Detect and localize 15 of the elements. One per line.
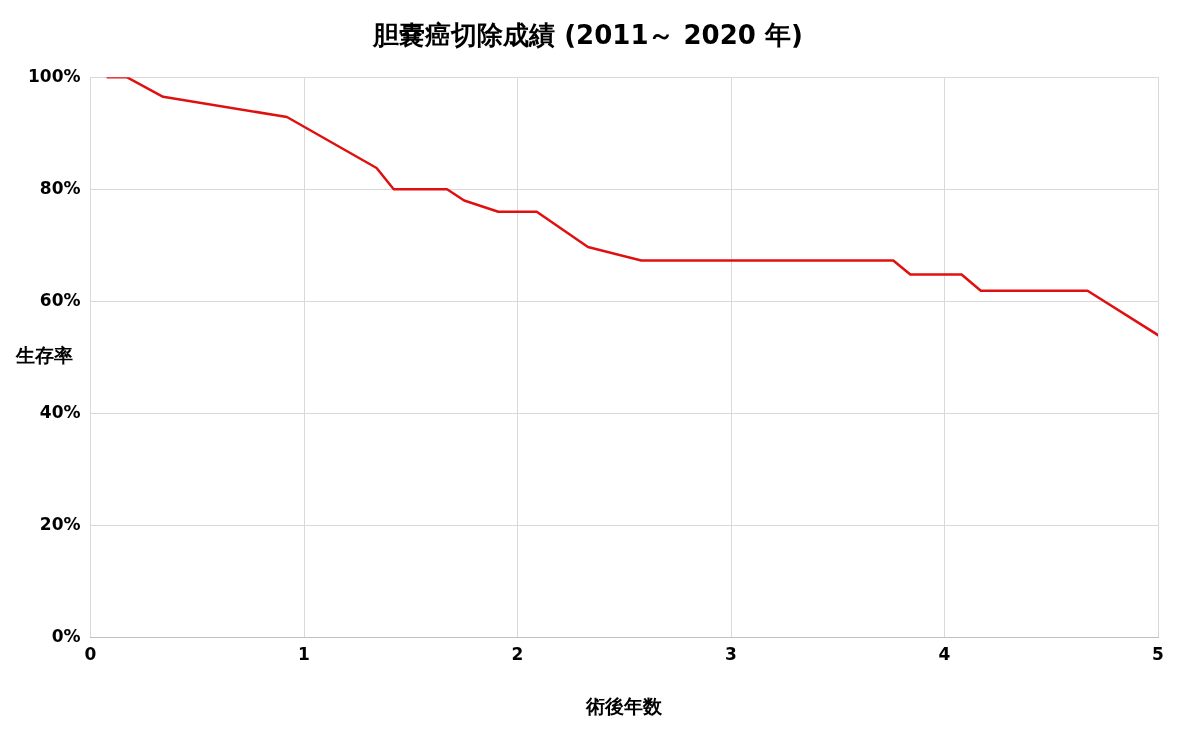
x-tick-label: 3: [725, 644, 737, 665]
chart-title: 胆嚢癌切除成績 (2011～ 2020 年): [372, 20, 803, 51]
y-tick-label: 20%: [39, 514, 81, 535]
y-tick-label: 0%: [51, 626, 81, 647]
y-tick-label: 40%: [39, 401, 81, 422]
x-tick-label: 0: [84, 644, 97, 665]
x-tick-label: 2: [511, 644, 524, 665]
y-axis-title: 生存率: [15, 344, 73, 367]
y-tick-label: 60%: [39, 289, 81, 310]
x-tick-label: 5: [1152, 644, 1164, 665]
y-tick-label: 80%: [39, 177, 81, 198]
y-tick-label: 100%: [27, 65, 81, 86]
x-tick-label: 1: [298, 644, 310, 665]
x-axis-title: 術後年数: [585, 694, 664, 717]
x-tick-label: 4: [938, 644, 951, 665]
